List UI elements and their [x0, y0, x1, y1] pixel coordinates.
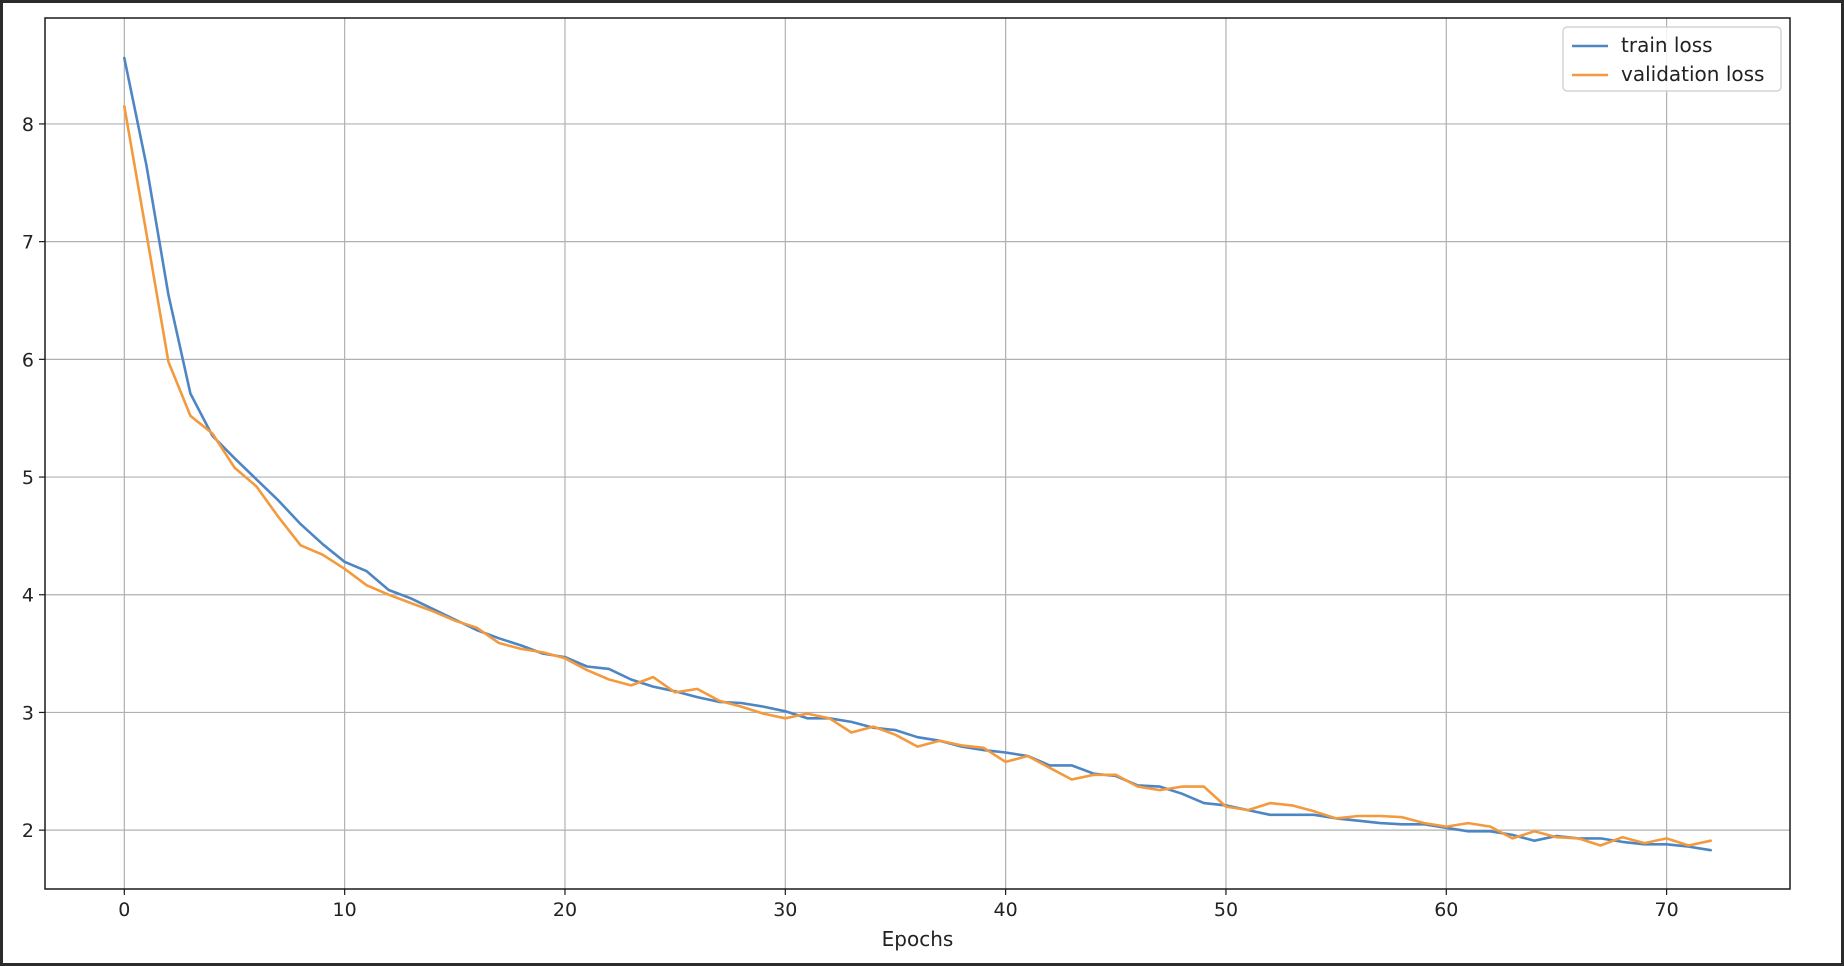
- y-axis-ticks: 2 3 4 5 6 7 8: [22, 114, 45, 842]
- loss-line-chart: 0 10 20 30 40 50 60 70 2 3 4 5 6 7 8 Epochs train los…: [22, 17, 1791, 951]
- y-tick-label: 7: [22, 232, 34, 254]
- series-lines: [123, 56, 1712, 852]
- x-tick-label: 40: [994, 899, 1018, 921]
- legend-label: train loss: [1621, 33, 1713, 57]
- x-axis-label: Epochs: [882, 927, 954, 951]
- x-tick-label: 50: [1214, 899, 1238, 921]
- plot-area: [45, 18, 1790, 889]
- y-tick-label: 2: [22, 820, 34, 842]
- legend: train loss validation loss: [1562, 26, 1782, 92]
- x-tick-label: 10: [333, 899, 357, 921]
- y-tick-label: 4: [22, 585, 34, 607]
- y-tick-label: 8: [22, 114, 34, 136]
- series-line-validation: [123, 105, 1712, 847]
- y-tick-label: 3: [22, 702, 34, 724]
- x-axis-ticks: 0 10 20 30 40 50 60 70: [118, 889, 1679, 921]
- legend-label: validation loss: [1621, 62, 1764, 86]
- grid-lines: [45, 18, 1790, 889]
- x-tick-label: 60: [1434, 899, 1458, 921]
- x-tick-label: 0: [118, 899, 130, 921]
- x-tick-label: 20: [553, 899, 577, 921]
- legend-box: [1562, 26, 1782, 92]
- plot-border: [44, 17, 1791, 890]
- y-tick-label: 6: [22, 349, 34, 371]
- x-tick-label: 70: [1655, 899, 1679, 921]
- x-tick-label: 30: [773, 899, 797, 921]
- y-tick-label: 5: [22, 467, 34, 489]
